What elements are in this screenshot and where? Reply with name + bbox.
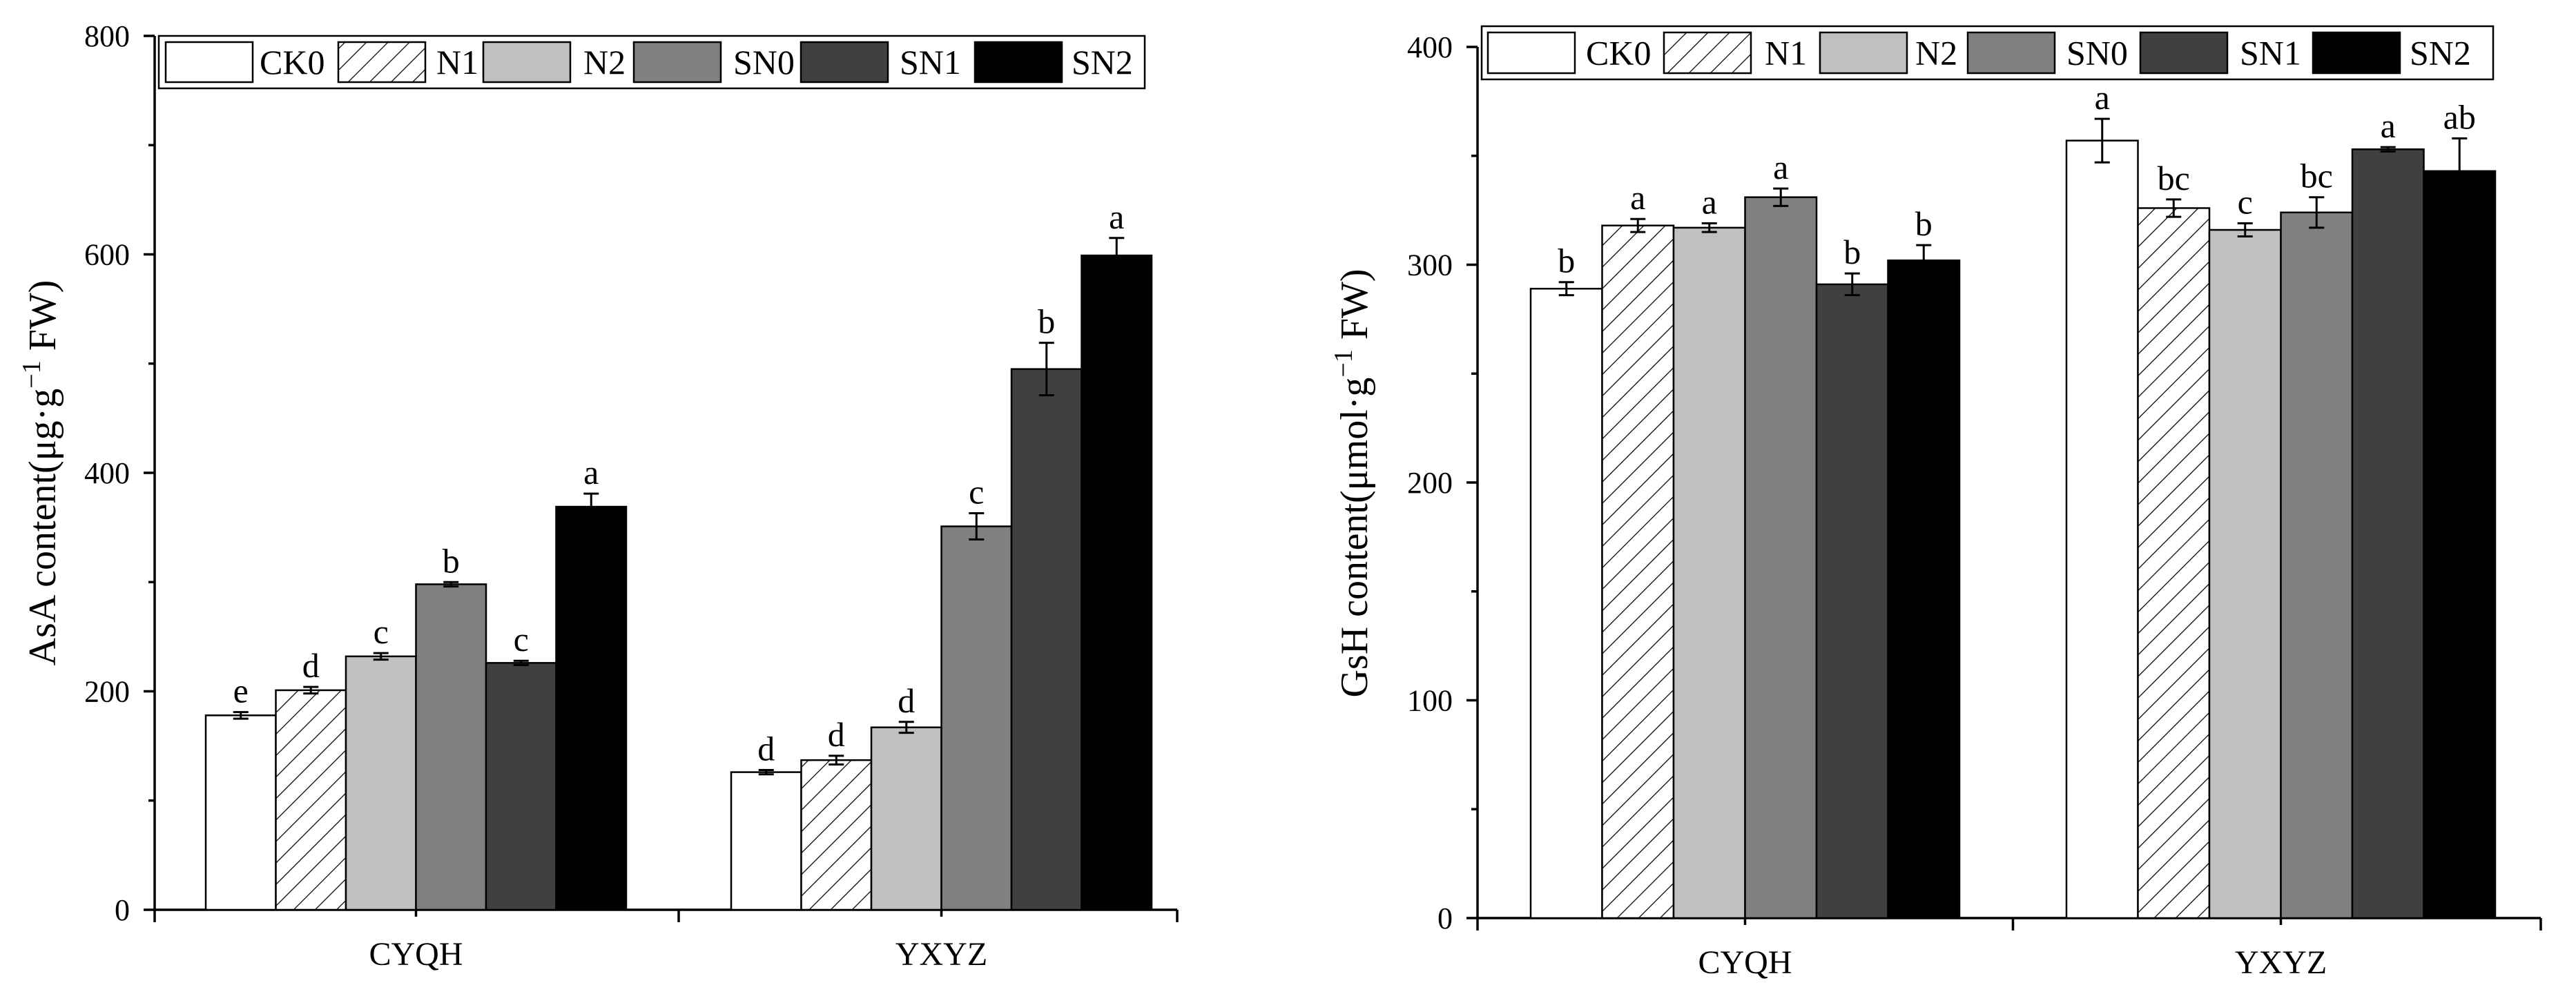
x-category-label: CYQH	[1698, 944, 1792, 981]
y-tick-label: 400	[1407, 30, 1453, 64]
significance-label: b	[1843, 233, 1861, 271]
legend-swatch	[164, 41, 254, 84]
bar	[485, 662, 557, 911]
legend-label: N1	[1765, 34, 1807, 72]
bar	[204, 714, 277, 911]
bar	[1601, 224, 1675, 919]
legend-label: N2	[583, 43, 626, 81]
bar	[1887, 259, 1961, 919]
y-tick-label: 0	[115, 893, 130, 927]
significance-label: a	[1630, 178, 1645, 217]
y-axis-label: GsH content(μmol·g−1 FW)	[1329, 269, 1376, 697]
x-category-label: CYQH	[369, 936, 463, 973]
y-tick-label: 0	[1437, 902, 1453, 935]
legend-swatch	[632, 41, 722, 84]
y-tick-label: 800	[84, 19, 130, 53]
significance-label: c	[969, 473, 984, 511]
legend-swatch	[1663, 31, 1752, 75]
bar	[345, 655, 417, 911]
significance-label: d	[302, 646, 320, 685]
y-tick-label: 600	[84, 238, 130, 272]
legend-label: CK0	[1586, 34, 1651, 72]
legend-label: SN2	[1072, 43, 1133, 81]
gsh-chart-panel: 0 100 200 300 400 CYQH YXYZ GsH content(μmol·g−…	[1329, 25, 2542, 981]
bar	[730, 771, 802, 911]
bar	[1672, 226, 1746, 919]
legend-swatch	[1486, 31, 1576, 75]
significance-label: c	[514, 620, 529, 659]
legend-swatch	[482, 41, 572, 84]
legend-label: SN0	[2066, 34, 2128, 72]
legend-label: SN2	[2410, 34, 2471, 72]
significance-label: b	[1915, 204, 1933, 243]
bar	[2351, 148, 2425, 919]
legend-label: SN1	[2240, 34, 2301, 72]
bar	[2423, 170, 2497, 919]
legend-swatch	[1819, 31, 1908, 75]
y-tick-label: 300	[1407, 248, 1453, 282]
y-axis-label: AsA content(μg·g−1 FW)	[17, 280, 64, 666]
significance-label: c	[374, 612, 389, 651]
x-category-label: YXYZ	[895, 936, 987, 973]
bar	[940, 525, 1013, 911]
y-tick-label: 200	[84, 675, 130, 709]
bar	[800, 759, 873, 911]
significance-label: a	[583, 453, 599, 491]
legend-label: SN0	[733, 43, 795, 81]
bar	[1010, 368, 1083, 911]
significance-label: d	[757, 729, 775, 768]
bar	[415, 583, 487, 911]
significance-label: a	[2095, 78, 2110, 117]
legend-swatch	[800, 41, 889, 84]
asa-chart-panel: 0 200 400 600 800 CYQH YXYZ AsA content(μg·g−1 …	[17, 19, 1179, 973]
legend-label: SN1	[900, 43, 961, 81]
y-tick-label: 400	[84, 456, 130, 490]
y-tick-label: 200	[1407, 466, 1453, 500]
significance-label: b	[443, 541, 460, 580]
legend-swatch	[974, 41, 1063, 84]
significance-label: a	[1702, 183, 1717, 222]
x-category-label: YXYZ	[2235, 944, 2327, 981]
legend-label: N1	[436, 43, 478, 81]
significance-label: bc	[2301, 157, 2333, 195]
bar	[555, 505, 628, 911]
legend-swatch	[337, 41, 427, 84]
legend-swatch	[2312, 31, 2401, 75]
legend-swatch	[2139, 31, 2229, 75]
bar	[870, 726, 942, 911]
bar	[2280, 211, 2354, 919]
significance-label: e	[233, 672, 249, 710]
significance-label: b	[1038, 302, 1055, 341]
y-tick-label: 100	[1407, 684, 1453, 718]
significance-label: b	[1558, 242, 1575, 280]
significance-label: d	[828, 715, 845, 754]
bar	[2065, 139, 2139, 919]
bar	[1081, 254, 1153, 911]
bar	[1815, 283, 1889, 919]
significance-label: d	[898, 681, 915, 720]
bar	[1744, 196, 1818, 919]
legend-label: CK0	[260, 43, 325, 81]
significance-label: bc	[2158, 159, 2190, 197]
significance-label: a	[2381, 106, 2396, 145]
significance-label: c	[2238, 183, 2253, 222]
bar	[1529, 287, 1603, 919]
significance-label: a	[1773, 148, 1788, 186]
significance-label: ab	[2443, 98, 2476, 137]
legend-swatch	[1966, 31, 2056, 75]
bar	[2137, 207, 2211, 919]
bar	[275, 689, 347, 911]
significance-label: a	[1109, 197, 1124, 236]
bar	[2208, 228, 2282, 919]
legend-label: N2	[1915, 34, 1957, 72]
